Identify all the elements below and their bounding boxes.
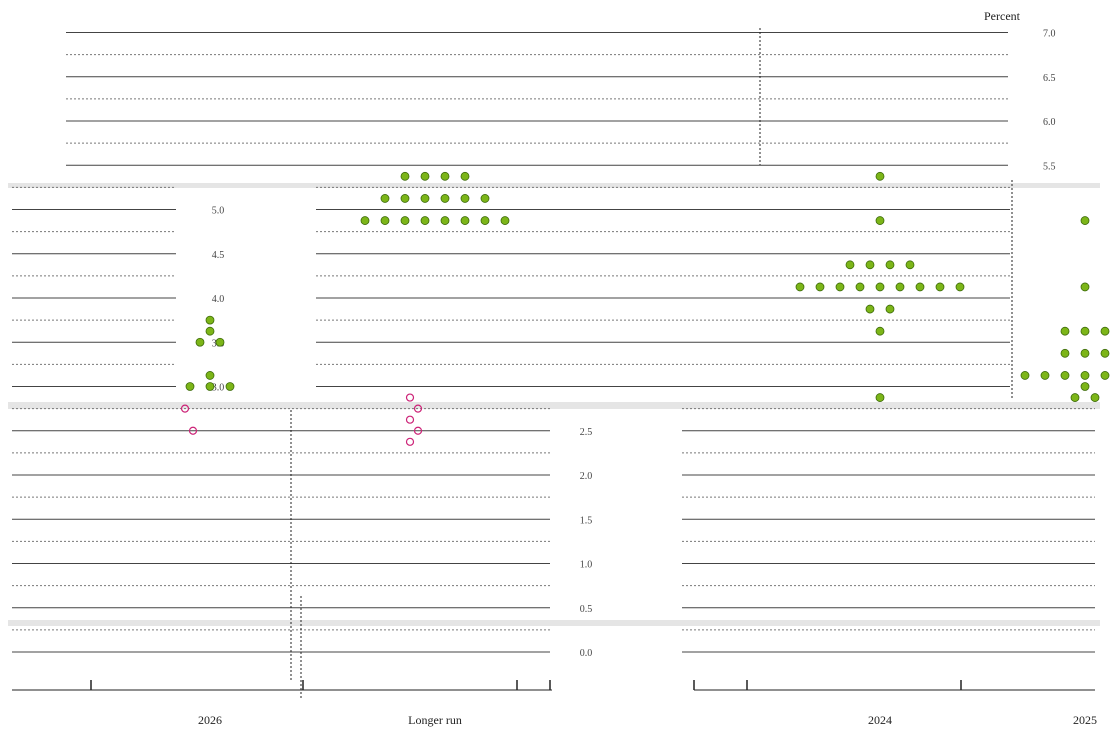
dot xyxy=(895,282,905,292)
panel-bands xyxy=(8,183,1100,626)
y-tick-label: 0.5 xyxy=(580,604,593,615)
dot xyxy=(835,282,845,292)
dot xyxy=(205,382,215,391)
dot xyxy=(1080,371,1090,380)
dot xyxy=(420,216,430,225)
y-tick-label: 0.0 xyxy=(580,648,593,659)
dot xyxy=(855,282,865,292)
dot-marks xyxy=(185,171,1110,402)
dot xyxy=(1040,371,1050,380)
dot xyxy=(1080,216,1090,225)
dot xyxy=(875,216,885,225)
seam-band xyxy=(8,402,1100,409)
dot xyxy=(875,393,885,402)
y-tick-label: 1.5 xyxy=(580,515,593,526)
dot xyxy=(905,260,915,270)
dot xyxy=(1100,371,1110,380)
y-tick-label: 3.0 xyxy=(212,383,225,394)
dot xyxy=(400,216,410,225)
dot xyxy=(1070,393,1080,402)
dot xyxy=(875,282,885,292)
dot xyxy=(440,171,450,181)
x-category-label: 2025 xyxy=(1073,713,1097,727)
median-marks xyxy=(180,393,423,446)
y-tick-label: 1.0 xyxy=(580,560,593,571)
y-tick-label: 5.0 xyxy=(212,206,225,217)
y-tick-labels: 0.00.51.01.52.02.53.03.54.04.55.05.56.06… xyxy=(212,29,1056,660)
median-marker xyxy=(413,404,423,413)
dot xyxy=(420,171,430,181)
dot xyxy=(195,337,205,347)
y-unit-label: Percent xyxy=(984,9,1021,23)
dot xyxy=(1020,371,1030,380)
dot xyxy=(460,171,470,181)
dot xyxy=(460,194,470,203)
dot xyxy=(460,216,470,225)
dot xyxy=(480,216,490,225)
dot xyxy=(420,194,430,203)
gridlines xyxy=(12,32,1095,653)
dot xyxy=(205,371,215,380)
y-tick-label: 4.0 xyxy=(212,294,225,305)
dot xyxy=(1060,371,1070,380)
x-category-label: 2026 xyxy=(198,713,222,727)
dot xyxy=(935,282,945,292)
dot xyxy=(400,171,410,181)
y-tick-label: 2.0 xyxy=(580,471,593,482)
median-marker xyxy=(405,415,415,424)
dot xyxy=(885,304,895,314)
median-marker xyxy=(405,437,415,446)
y-tick-label: 6.5 xyxy=(1043,73,1056,84)
dot xyxy=(875,171,885,181)
dot xyxy=(1060,348,1070,358)
divider-lines xyxy=(290,28,1013,700)
y-tick-label: 6.0 xyxy=(1043,117,1056,128)
dot xyxy=(865,260,875,270)
dot xyxy=(1090,393,1100,402)
x-category-label: Longer run xyxy=(408,713,462,727)
dot xyxy=(360,216,370,225)
y-tick-label: 5.5 xyxy=(1043,161,1056,172)
dot xyxy=(215,337,225,347)
dot xyxy=(1100,326,1110,336)
dot xyxy=(380,216,390,225)
dot xyxy=(955,282,965,292)
dot xyxy=(1080,348,1090,358)
dot xyxy=(1100,348,1110,358)
dot xyxy=(440,216,450,225)
y-tick-label: 7.0 xyxy=(1043,29,1056,40)
dot xyxy=(400,194,410,203)
dot xyxy=(915,282,925,292)
dot xyxy=(205,315,215,325)
dot xyxy=(885,260,895,270)
median-marker xyxy=(405,393,415,402)
y-tick-label: 2.5 xyxy=(580,427,593,438)
dot xyxy=(875,326,885,336)
x-axis: 2026 Longer run 2024 2025 xyxy=(12,680,1097,727)
dot xyxy=(480,194,490,203)
dot xyxy=(815,282,825,292)
x-category-label: 2024 xyxy=(868,713,892,727)
median-marker xyxy=(180,404,190,413)
dot xyxy=(845,260,855,270)
dot xyxy=(1080,382,1090,391)
dot xyxy=(500,216,510,225)
dot xyxy=(865,304,875,314)
dot xyxy=(1080,282,1090,292)
dot xyxy=(205,326,215,336)
dot xyxy=(380,194,390,203)
dot xyxy=(185,382,195,391)
seam-band xyxy=(8,620,1100,626)
dot xyxy=(1080,326,1090,336)
median-marker xyxy=(413,426,423,435)
dot xyxy=(225,382,235,391)
dot xyxy=(440,194,450,203)
median-marker xyxy=(188,426,198,435)
dot xyxy=(795,282,805,292)
y-tick-label: 4.5 xyxy=(212,250,225,261)
seam-band xyxy=(8,183,1100,188)
dot xyxy=(1060,326,1070,336)
